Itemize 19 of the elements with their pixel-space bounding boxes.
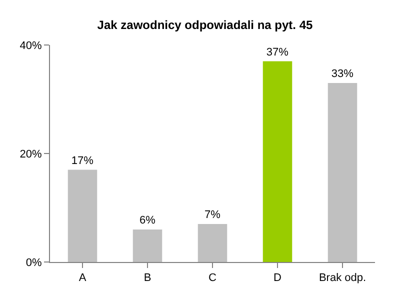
data-label: 33% bbox=[331, 68, 354, 80]
data-label: 6% bbox=[139, 214, 156, 226]
data-label: 37% bbox=[266, 46, 289, 58]
y-tick-label: 0% bbox=[26, 256, 42, 269]
bar bbox=[328, 82, 358, 262]
bar bbox=[198, 224, 228, 262]
x-tick-label: Brak odp. bbox=[318, 272, 366, 284]
bar bbox=[132, 229, 162, 262]
y-tick-label: 20% bbox=[20, 148, 42, 160]
data-label: 7% bbox=[204, 209, 221, 222]
data-label: 17% bbox=[71, 154, 94, 167]
bar bbox=[68, 170, 98, 262]
y-tick-label: 40% bbox=[20, 40, 42, 52]
x-tick-label: B bbox=[144, 272, 152, 284]
x-tick-label: A bbox=[78, 272, 87, 284]
x-tick-label: D bbox=[274, 272, 282, 284]
bar bbox=[262, 61, 292, 262]
chart-title: Jak zawodnicy odpowiadali na pyt. 45 bbox=[97, 18, 314, 32]
x-tick-label: C bbox=[208, 272, 217, 284]
